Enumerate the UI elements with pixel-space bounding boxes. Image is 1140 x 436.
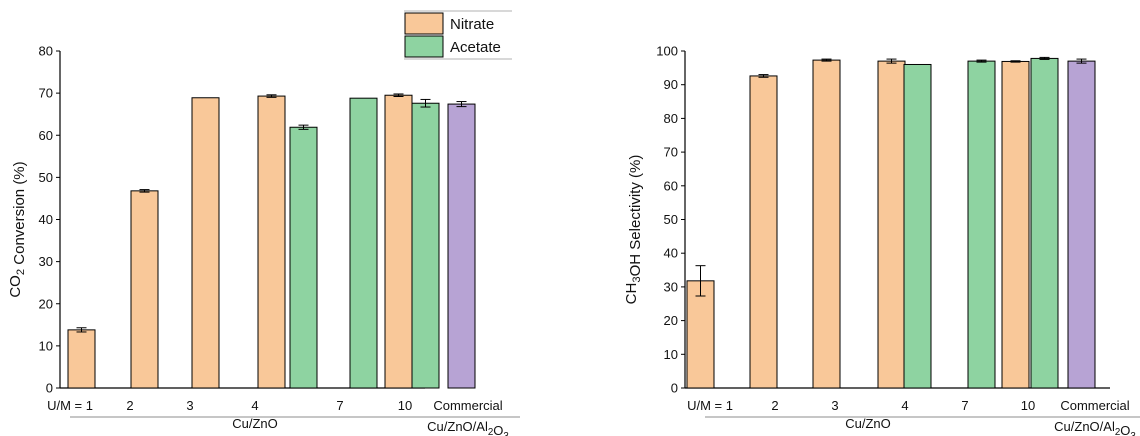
- error-bar: [758, 74, 769, 78]
- x-tick-label: 2: [771, 398, 778, 413]
- error-bar: [76, 327, 87, 333]
- bar-acetate-4: [903, 63, 932, 389]
- error-bar: [821, 58, 832, 62]
- y-tick-label: 70: [39, 86, 53, 101]
- y-tick-label: 50: [39, 170, 53, 185]
- bar-acetate-5: [967, 60, 996, 389]
- y-tick-label: 30: [664, 279, 678, 294]
- error-bar: [393, 93, 404, 97]
- bar-nitrate-6: [1001, 60, 1030, 389]
- group-label-cu-zno: Cu/ZnO: [232, 416, 278, 431]
- error-bar: [420, 98, 431, 108]
- y-tick-label: 30: [39, 254, 53, 269]
- bar-acetate-4: [289, 126, 318, 389]
- chart-panel-2: 0 10 20 30 40 50 60 70 80 90 100 CH3OH Selectivity …: [623, 44, 1140, 436]
- bar-nitrate-2: [749, 75, 778, 389]
- legend-swatch-nitrate: [404, 12, 444, 35]
- y-tick-label: 50: [664, 212, 678, 227]
- bar-nitrate-1: [686, 280, 715, 389]
- x-tick-label: 7: [336, 398, 343, 413]
- y-tick-label: 20: [664, 313, 678, 328]
- error-bar: [1010, 60, 1021, 63]
- group-label-cu-zno: Cu/ZnO: [845, 416, 891, 431]
- bar-nitrate-2: [130, 190, 159, 389]
- y-tick-label: 20: [39, 296, 53, 311]
- bar-acetate-6: [411, 102, 440, 389]
- x-tick-label: 3: [186, 398, 193, 413]
- error-bar: [266, 94, 277, 98]
- group-label-commercial-catalyst: Cu/ZnO/Al2O3: [427, 419, 509, 436]
- error-bar: [695, 265, 706, 297]
- y-tick-label: 80: [664, 111, 678, 126]
- x-tick-label: Commercial: [433, 398, 502, 413]
- y-tick-label: 100: [656, 44, 678, 59]
- bar-commercial-7: [447, 103, 476, 389]
- y-tick-label: 60: [39, 128, 53, 143]
- y-tick-label: 90: [664, 77, 678, 92]
- chart-panel-1: 0 10 20 30 40 50 60 70 80 CO2 Conversion (%) U/M =…: [7, 44, 520, 436]
- x-tick-label: Commercial: [1060, 398, 1129, 413]
- error-bar: [886, 58, 897, 64]
- bar-acetate-6: [1030, 57, 1059, 389]
- error-bar: [976, 59, 987, 63]
- error-bar: [456, 101, 467, 108]
- bar-commercial-7: [1067, 60, 1096, 389]
- error-bar: [1039, 56, 1050, 60]
- bar-nitrate-1: [67, 329, 96, 389]
- bar-nitrate-4: [877, 60, 906, 389]
- x-tick-label: 4: [901, 398, 908, 413]
- error-bar: [298, 124, 309, 130]
- y-tick-label: 40: [39, 212, 53, 227]
- bar-nitrate-3: [812, 59, 841, 389]
- bar-acetate-5: [349, 97, 378, 389]
- legend-swatch-acetate: [404, 35, 444, 58]
- y-tick-label: 0: [671, 381, 678, 396]
- x-tick-label: 7: [961, 398, 968, 413]
- x-tick-label: 4: [251, 398, 258, 413]
- legend: Nitrate Acetate: [404, 10, 512, 60]
- y-tick-label: 70: [664, 145, 678, 160]
- bar-nitrate-4: [257, 95, 286, 389]
- error-bar: [1076, 58, 1087, 64]
- x-tick-label: 10: [1021, 398, 1035, 413]
- y-tick-label: 10: [664, 347, 678, 362]
- y-tick-label: 80: [39, 44, 53, 59]
- x-tick-label: 3: [831, 398, 838, 413]
- bar-nitrate-6: [384, 94, 413, 389]
- y-axis-label: CO2 Conversion (%): [7, 161, 28, 297]
- bar-nitrate-3: [191, 97, 220, 389]
- legend-label-nitrate: Nitrate: [450, 16, 494, 33]
- group-label-commercial-catalyst: Cu/ZnO/Al2O3: [1054, 419, 1136, 436]
- y-tick-label: 60: [664, 178, 678, 193]
- x-tick-label: 10: [398, 398, 412, 413]
- y-axis-label: CH3OH Selectivity (%): [623, 155, 644, 305]
- error-bar: [139, 189, 150, 193]
- y-tick-label: 10: [39, 338, 53, 353]
- x-tick-label: U/M = 1: [687, 398, 733, 413]
- y-tick-label: 40: [664, 246, 678, 261]
- legend-label-acetate: Acetate: [450, 39, 501, 56]
- x-tick-label: U/M = 1: [47, 398, 93, 413]
- x-tick-label: 2: [126, 398, 133, 413]
- y-tick-label: 0: [46, 381, 53, 396]
